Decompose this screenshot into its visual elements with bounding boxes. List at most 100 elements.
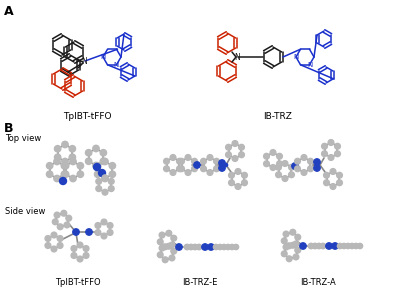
- Circle shape: [300, 243, 306, 249]
- Circle shape: [162, 244, 168, 250]
- Circle shape: [96, 178, 102, 184]
- Circle shape: [314, 165, 320, 171]
- Circle shape: [335, 151, 340, 157]
- Circle shape: [57, 236, 63, 241]
- Circle shape: [108, 186, 114, 192]
- Circle shape: [316, 243, 322, 249]
- Circle shape: [69, 146, 76, 152]
- Text: Top view: Top view: [5, 134, 41, 143]
- Circle shape: [277, 153, 282, 159]
- Circle shape: [308, 166, 313, 172]
- Circle shape: [207, 170, 213, 175]
- Circle shape: [281, 251, 287, 257]
- Circle shape: [176, 244, 182, 250]
- Circle shape: [196, 244, 202, 250]
- Text: N: N: [114, 62, 119, 68]
- Circle shape: [62, 158, 68, 165]
- Circle shape: [276, 172, 281, 177]
- Circle shape: [226, 152, 231, 158]
- Circle shape: [281, 238, 287, 244]
- Circle shape: [157, 239, 163, 245]
- Circle shape: [185, 170, 191, 175]
- Circle shape: [192, 166, 197, 172]
- Text: IB-TRZ: IB-TRZ: [264, 112, 292, 121]
- Circle shape: [229, 172, 234, 178]
- Circle shape: [61, 171, 68, 177]
- Circle shape: [66, 215, 72, 221]
- Circle shape: [77, 256, 83, 262]
- Circle shape: [70, 175, 76, 182]
- Circle shape: [295, 234, 301, 240]
- Circle shape: [54, 146, 61, 152]
- Circle shape: [71, 246, 77, 252]
- Text: IB-TRZ-A: IB-TRZ-A: [300, 278, 336, 287]
- Text: TpIBT-tFFO: TpIBT-tFFO: [55, 278, 101, 287]
- Circle shape: [353, 243, 359, 248]
- Circle shape: [324, 180, 329, 186]
- Circle shape: [357, 243, 363, 248]
- Circle shape: [95, 223, 101, 228]
- Circle shape: [221, 244, 227, 250]
- Circle shape: [54, 212, 60, 218]
- Circle shape: [314, 159, 320, 165]
- Circle shape: [109, 162, 116, 169]
- Circle shape: [270, 150, 276, 155]
- Circle shape: [54, 154, 61, 160]
- Circle shape: [214, 166, 219, 172]
- Circle shape: [330, 169, 336, 174]
- Circle shape: [202, 244, 208, 250]
- Circle shape: [290, 230, 296, 235]
- Circle shape: [242, 180, 247, 186]
- Circle shape: [54, 175, 60, 182]
- Circle shape: [328, 155, 334, 160]
- Circle shape: [62, 162, 69, 169]
- Circle shape: [229, 180, 234, 186]
- Circle shape: [337, 180, 342, 186]
- Circle shape: [62, 171, 69, 177]
- Circle shape: [295, 247, 301, 253]
- Circle shape: [61, 162, 68, 169]
- Circle shape: [226, 144, 231, 150]
- Circle shape: [337, 172, 342, 178]
- Circle shape: [52, 219, 58, 225]
- Circle shape: [46, 162, 53, 169]
- Circle shape: [326, 243, 332, 249]
- Circle shape: [57, 224, 63, 230]
- Circle shape: [192, 159, 197, 164]
- Circle shape: [51, 246, 57, 252]
- Circle shape: [282, 161, 288, 166]
- Circle shape: [100, 158, 106, 164]
- Circle shape: [289, 164, 294, 170]
- Circle shape: [324, 172, 329, 178]
- Circle shape: [270, 165, 276, 170]
- Circle shape: [51, 232, 57, 238]
- Circle shape: [64, 222, 70, 228]
- Circle shape: [283, 231, 289, 237]
- Circle shape: [109, 171, 116, 177]
- Text: N: N: [307, 62, 313, 68]
- Circle shape: [213, 244, 219, 250]
- Circle shape: [235, 169, 241, 174]
- Circle shape: [232, 156, 238, 161]
- Text: Side view: Side view: [5, 207, 45, 216]
- Circle shape: [171, 235, 177, 241]
- Circle shape: [277, 161, 282, 167]
- Circle shape: [312, 243, 318, 249]
- Circle shape: [179, 159, 184, 164]
- Circle shape: [292, 163, 298, 169]
- Circle shape: [177, 159, 182, 164]
- Text: N: N: [234, 53, 240, 62]
- Circle shape: [101, 219, 107, 225]
- Circle shape: [177, 166, 182, 172]
- Circle shape: [57, 243, 63, 248]
- Circle shape: [102, 189, 108, 195]
- Circle shape: [77, 171, 84, 177]
- Circle shape: [330, 184, 336, 189]
- Circle shape: [219, 165, 225, 171]
- Circle shape: [225, 244, 231, 250]
- Circle shape: [77, 162, 84, 169]
- Circle shape: [95, 230, 101, 235]
- Circle shape: [70, 158, 76, 165]
- Circle shape: [239, 152, 244, 158]
- Circle shape: [94, 162, 101, 169]
